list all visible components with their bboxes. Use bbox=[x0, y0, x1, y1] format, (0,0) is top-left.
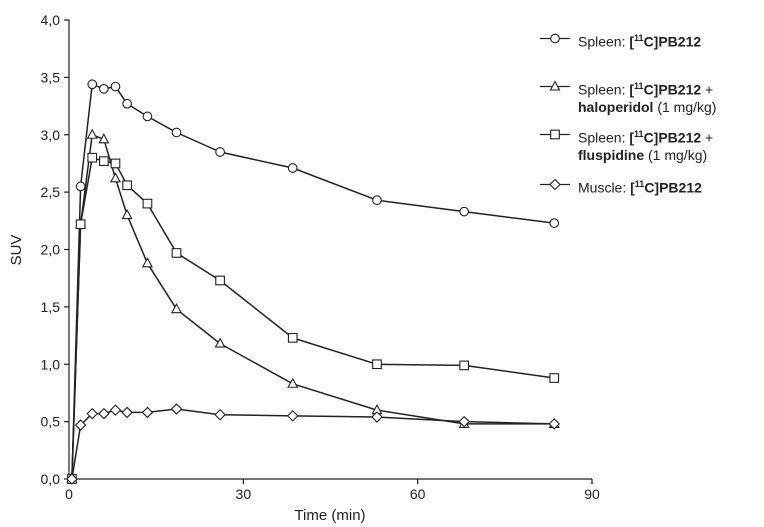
x-tick-label: 60 bbox=[410, 486, 426, 502]
data-point-square bbox=[142, 198, 153, 209]
legend-text-isotope: 11 bbox=[634, 33, 644, 43]
legend-text-bracket: [ bbox=[629, 33, 635, 50]
legend-text-plus: + bbox=[701, 81, 714, 98]
legend-text-bracket: [ bbox=[629, 129, 635, 146]
data-point-square bbox=[171, 248, 182, 258]
legend-text-prefix: Spleen: bbox=[578, 129, 630, 146]
data-point-square bbox=[287, 333, 298, 343]
data-point-diamond bbox=[371, 411, 383, 423]
data-point-diamond bbox=[548, 418, 561, 430]
data-point-square bbox=[87, 152, 98, 163]
data-point-triangle bbox=[121, 208, 133, 220]
series-line bbox=[71, 83, 555, 480]
series-line bbox=[71, 134, 555, 480]
data-point-circle bbox=[142, 111, 153, 122]
data-point-circle bbox=[287, 163, 298, 173]
y-tick-label: 0,5 bbox=[41, 414, 61, 430]
y-axis-label: SUV bbox=[8, 235, 25, 266]
legend-text-isotope: 11 bbox=[634, 129, 644, 139]
legend-text-isotope: 11 bbox=[634, 81, 644, 91]
legend-item-spleen-haloperidol: Spleen: [11C]PB212 + haloperidol (1 mg/k… bbox=[538, 78, 716, 116]
data-point-square bbox=[215, 275, 225, 286]
diamond-marker-icon bbox=[540, 178, 570, 191]
data-point-square bbox=[372, 359, 382, 370]
y-tick-label: 3,0 bbox=[41, 127, 61, 143]
data-point-diamond bbox=[458, 415, 470, 428]
series-spleen-haloperidol bbox=[66, 128, 560, 484]
data-point-square bbox=[75, 219, 86, 230]
y-tick-label: 1,0 bbox=[41, 356, 61, 372]
legend-item-spleen-fluspidine: Spleen: [11C]PB212 + fluspidine (1 mg/kg… bbox=[538, 126, 713, 164]
data-point-diamond bbox=[141, 406, 154, 419]
legend-text-prefix: Muscle: bbox=[578, 179, 631, 196]
series-group bbox=[66, 79, 561, 485]
legend-text-plus: + bbox=[701, 129, 714, 146]
series-muscle bbox=[66, 403, 561, 485]
legend-text-compound: C]PB212 bbox=[643, 81, 702, 98]
data-point-square bbox=[99, 156, 109, 166]
data-point-circle bbox=[171, 127, 182, 138]
y-tick-label: 4,0 bbox=[41, 12, 61, 28]
data-point-square bbox=[110, 158, 121, 169]
data-point-square bbox=[549, 373, 560, 383]
data-point-circle bbox=[549, 218, 560, 228]
y-tick-label: 0,0 bbox=[41, 471, 61, 487]
x-tick-label: 30 bbox=[236, 486, 252, 502]
legend-text-prefix: Spleen: bbox=[578, 33, 630, 50]
legend-text-dose: (1 mg/kg) bbox=[653, 98, 717, 115]
data-point-diamond bbox=[98, 407, 110, 420]
legend-text-isotope: 11 bbox=[634, 179, 645, 189]
x-tick-label: 90 bbox=[584, 486, 600, 502]
circle-marker-icon bbox=[540, 33, 570, 44]
data-point-circle bbox=[122, 98, 132, 109]
ticks: 0,0 0,5 1,0 1,5 2,0 2,5 3,0 3,5 4,0 0 30 60 90 bbox=[41, 12, 600, 502]
y-tick-label: 2,5 bbox=[41, 184, 61, 200]
y-tick-label: 1,5 bbox=[41, 299, 61, 315]
data-point-diamond bbox=[66, 473, 78, 485]
legend-text-prefix: Spleen: bbox=[578, 81, 630, 98]
data-point-triangle bbox=[86, 128, 98, 139]
data-point-circle bbox=[372, 195, 382, 206]
data-point-circle bbox=[75, 181, 86, 192]
data-point-diamond bbox=[109, 404, 122, 416]
data-point-circle bbox=[459, 206, 470, 217]
data-point-circle bbox=[87, 79, 98, 90]
data-point-diamond bbox=[121, 406, 133, 419]
data-point-triangle bbox=[98, 133, 110, 144]
data-point-triangle bbox=[214, 337, 226, 348]
data-point-diamond bbox=[170, 403, 183, 415]
data-point-circle bbox=[215, 147, 225, 157]
legend-item-muscle: Muscle: [11C]PB212 bbox=[538, 176, 702, 197]
data-point-square bbox=[459, 360, 470, 371]
legend-text-bracket: [ bbox=[630, 179, 635, 196]
legend-text-compound: C]PB212 bbox=[644, 179, 702, 196]
triangle-marker-icon bbox=[540, 80, 570, 91]
data-point-triangle bbox=[109, 172, 122, 183]
data-point-triangle bbox=[170, 303, 183, 314]
x-axis-label: Time (min) bbox=[294, 507, 365, 524]
x-tick-label: 0 bbox=[65, 486, 73, 502]
data-point-diamond bbox=[74, 419, 87, 431]
data-point-circle bbox=[99, 83, 109, 94]
legend-text-drug: haloperidol bbox=[578, 98, 654, 115]
legend-text-drug: fluspidine bbox=[578, 146, 645, 163]
legend-text-compound: C]PB212 bbox=[643, 33, 702, 50]
data-point-square bbox=[122, 180, 132, 191]
data-point-triangle bbox=[287, 377, 299, 388]
data-point-circle bbox=[110, 81, 121, 92]
series-spleen-fluspidine bbox=[67, 152, 560, 484]
legend-text-bracket: [ bbox=[629, 81, 635, 98]
data-point-triangle bbox=[141, 257, 153, 268]
legend-text-dose: (1 mg/kg) bbox=[644, 146, 708, 163]
legend-item-spleen: Spleen: [11C]PB212 bbox=[538, 30, 701, 51]
square-marker-icon bbox=[540, 129, 570, 140]
data-point-diamond bbox=[86, 407, 99, 420]
data-point-diamond bbox=[214, 408, 226, 421]
y-tick-label: 3,5 bbox=[41, 69, 61, 85]
data-point-diamond bbox=[286, 410, 299, 422]
legend-text-compound: C]PB212 bbox=[643, 129, 702, 146]
series-line bbox=[71, 408, 555, 480]
y-tick-label: 2,0 bbox=[41, 242, 61, 258]
